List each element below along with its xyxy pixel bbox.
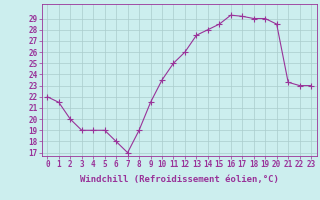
- X-axis label: Windchill (Refroidissement éolien,°C): Windchill (Refroidissement éolien,°C): [80, 175, 279, 184]
